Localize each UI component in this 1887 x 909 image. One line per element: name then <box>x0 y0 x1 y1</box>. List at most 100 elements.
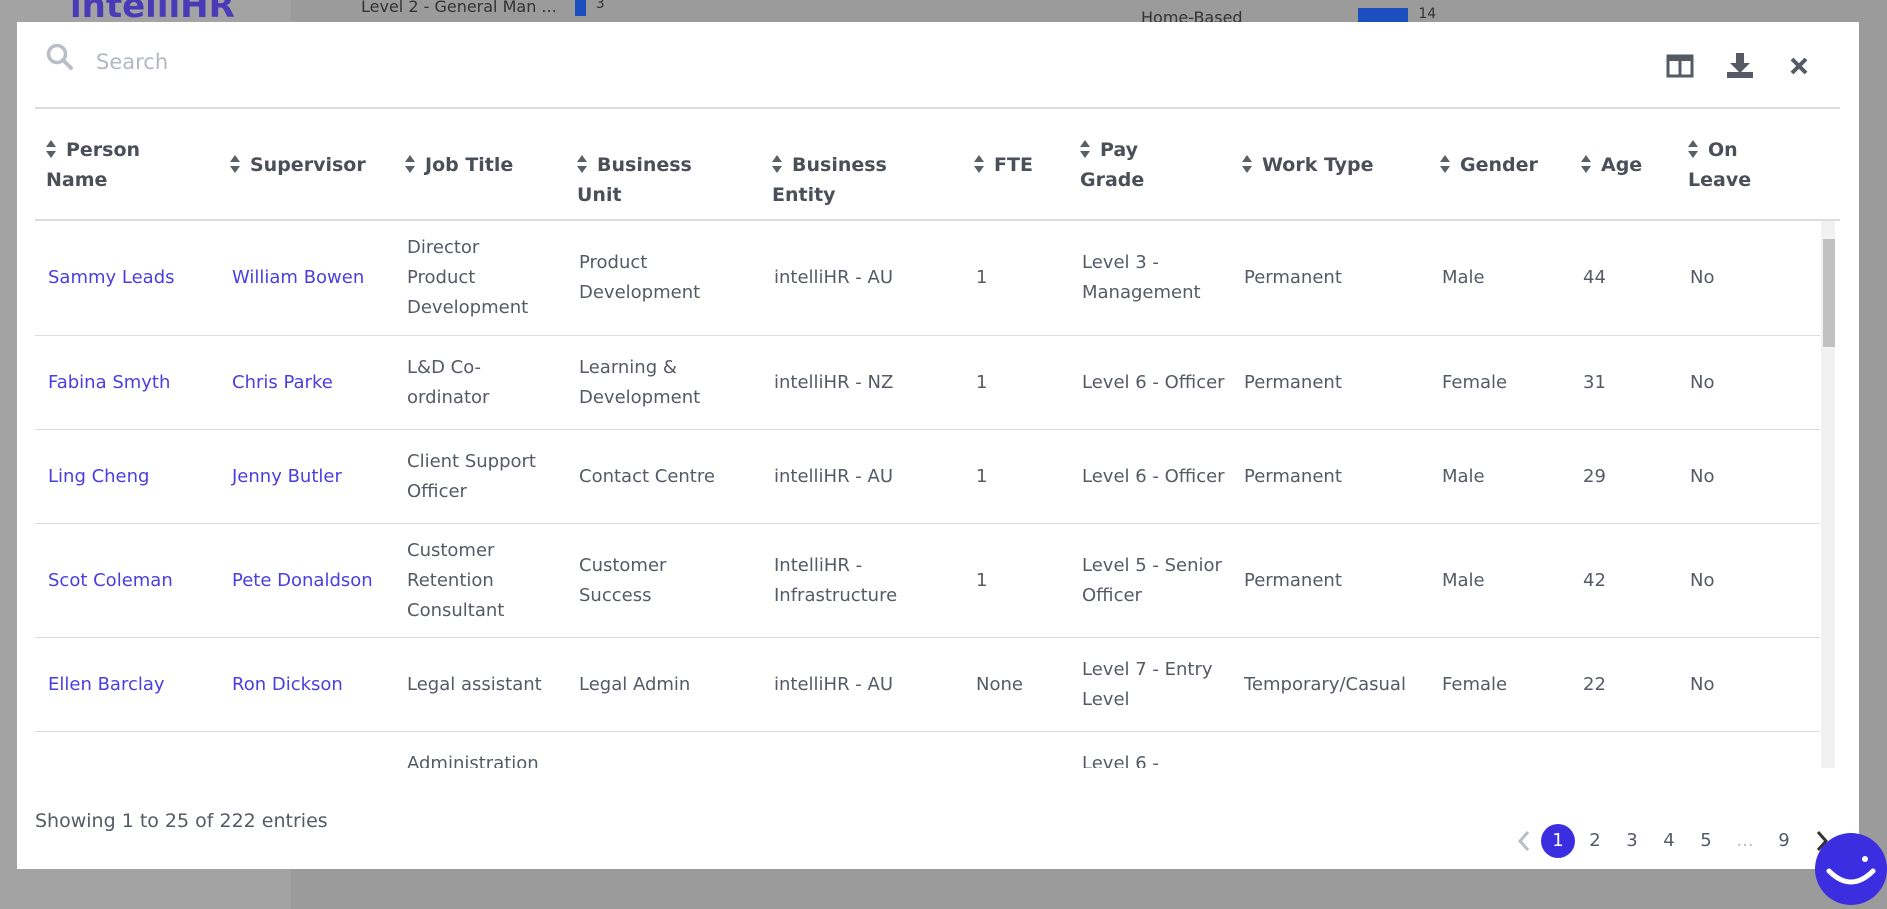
table-cell: IntelliHR - Infrastructure <box>774 554 898 606</box>
column-header[interactable]: Business Unit <box>577 150 697 210</box>
table-row: Administration Level 6 - <box>35 732 1820 768</box>
column-title[interactable]: Person Name <box>46 139 141 191</box>
download-button[interactable] <box>1726 51 1754 79</box>
person-link[interactable]: William Bowen <box>232 267 365 288</box>
logo: intelliHR <box>70 0 235 26</box>
person-link[interactable]: Sammy Leads <box>48 267 175 288</box>
table-cell: Client Support Officer <box>407 450 536 502</box>
columns-button[interactable] <box>1666 54 1694 78</box>
table-cell: No <box>1690 371 1715 393</box>
scrollbar[interactable] <box>1821 221 1835 768</box>
sort-icon[interactable] <box>974 155 984 173</box>
table-cell: Level 6 - Officer <box>1082 465 1225 487</box>
bg-value: 3 <box>595 0 605 12</box>
page-button[interactable]: 1 <box>1541 824 1575 858</box>
table-cell: Customer Success <box>579 554 667 606</box>
table-cell: Permanent <box>1244 371 1342 393</box>
column-header[interactable]: Business Entity <box>772 150 892 210</box>
column-title[interactable]: Business Entity <box>772 154 887 206</box>
table-cell: Permanent <box>1244 267 1342 288</box>
person-link[interactable]: Ling Cheng <box>48 465 150 487</box>
table-cell: 29 <box>1583 465 1606 487</box>
modal: Search Person Name Supervisor Job Title Bus… <box>17 22 1859 869</box>
person-link[interactable]: Fabina Smyth <box>48 371 171 393</box>
table-cell: Level 5 - Senior Officer <box>1082 554 1222 606</box>
table-cell: Level 3 - Management <box>1082 252 1201 303</box>
table-cell: 44 <box>1583 267 1606 288</box>
sort-icon[interactable] <box>405 155 415 173</box>
column-title[interactable]: Gender <box>1460 154 1538 176</box>
column-title[interactable]: FTE <box>994 154 1033 176</box>
search-icon <box>46 43 73 70</box>
table-row: Ling Cheng Jenny Butler Client Support Off… <box>35 430 1820 524</box>
table-cell: 22 <box>1583 673 1606 695</box>
page-button[interactable]: 4 <box>1663 830 1675 851</box>
column-header[interactable]: Work Type <box>1242 150 1412 180</box>
person-link[interactable]: Ellen Barclay <box>48 673 165 695</box>
table-cell: Legal Admin <box>579 673 691 695</box>
table-cell: Director Product Development <box>407 237 529 318</box>
person-link[interactable]: Chris Parke <box>232 371 333 393</box>
page-button[interactable]: 9 <box>1778 830 1790 851</box>
table-cell: Permanent <box>1244 465 1342 487</box>
column-title[interactable]: Job Title <box>425 154 514 176</box>
column-title[interactable]: Supervisor <box>250 154 366 176</box>
column-header[interactable]: On Leave <box>1688 135 1768 195</box>
column-title[interactable]: Pay Grade <box>1080 139 1145 191</box>
close-button[interactable] <box>1789 56 1809 76</box>
column-header[interactable]: Supervisor <box>230 150 380 180</box>
column-title[interactable]: Work Type <box>1262 154 1374 176</box>
column-header[interactable]: Pay Grade <box>1080 135 1160 195</box>
bg-value: 14 <box>1418 6 1437 22</box>
table-cell: No <box>1690 465 1715 487</box>
next-page[interactable] <box>1815 830 1829 852</box>
person-link[interactable]: Scot Coleman <box>48 569 173 591</box>
sort-icon[interactable] <box>1581 155 1591 173</box>
table-cell: 31 <box>1583 371 1606 393</box>
table-cell: Female <box>1442 673 1508 695</box>
prev-page[interactable] <box>1517 830 1531 852</box>
sort-icon[interactable] <box>1440 155 1450 173</box>
sort-icon[interactable] <box>230 155 240 173</box>
table-cell: intelliHR - NZ <box>774 371 894 393</box>
table-cell: 1 <box>976 371 988 393</box>
column-title[interactable]: Age <box>1601 154 1643 176</box>
column-header[interactable]: Gender <box>1440 150 1560 180</box>
person-link[interactable]: Pete Donaldson <box>232 569 373 591</box>
column-title[interactable]: Business Unit <box>577 154 692 206</box>
table-cell: Customer Retention Consultant <box>407 539 505 621</box>
sort-icon[interactable] <box>46 140 56 158</box>
person-link[interactable]: Ron Dickson <box>232 673 343 695</box>
table-row: Sammy Leads William Bowen Director Product… <box>35 221 1820 336</box>
person-link[interactable]: Jenny Butler <box>232 465 342 487</box>
column-header[interactable]: Person Name <box>46 135 151 195</box>
table-cell: intelliHR - AU <box>774 465 894 487</box>
column-header[interactable]: FTE <box>974 150 1054 180</box>
sort-icon[interactable] <box>577 155 587 173</box>
search-input[interactable]: Search <box>96 50 169 74</box>
sort-icon[interactable] <box>1688 140 1698 158</box>
table-cell: intelliHR - AU <box>774 267 894 288</box>
column-title[interactable]: On Leave <box>1688 139 1752 191</box>
table-cell: Female <box>1442 371 1508 393</box>
table-cell: 1 <box>976 569 988 591</box>
column-header[interactable]: Job Title <box>405 150 545 180</box>
chat-button[interactable] <box>1815 833 1887 909</box>
table-cell: Administration <box>407 753 539 768</box>
column-header[interactable]: Age <box>1581 150 1661 180</box>
entries-summary: Showing 1 to 25 of 222 entries <box>35 810 328 832</box>
sort-icon[interactable] <box>1080 140 1090 158</box>
table-cell: None <box>976 673 1023 695</box>
page-button[interactable]: 3 <box>1626 830 1638 851</box>
table-cell: Male <box>1442 267 1485 288</box>
divider <box>35 107 1840 109</box>
table-cell: Permanent <box>1244 569 1342 591</box>
table-cell: Male <box>1442 569 1485 591</box>
table-cell: Product Development <box>579 252 701 303</box>
sort-icon[interactable] <box>1242 155 1252 173</box>
page-button[interactable]: 2 <box>1589 830 1601 851</box>
table-row: Fabina Smyth Chris Parke L&D Co-ordinator L… <box>35 336 1820 430</box>
sort-icon[interactable] <box>772 155 782 173</box>
page-button[interactable]: 5 <box>1700 830 1712 851</box>
